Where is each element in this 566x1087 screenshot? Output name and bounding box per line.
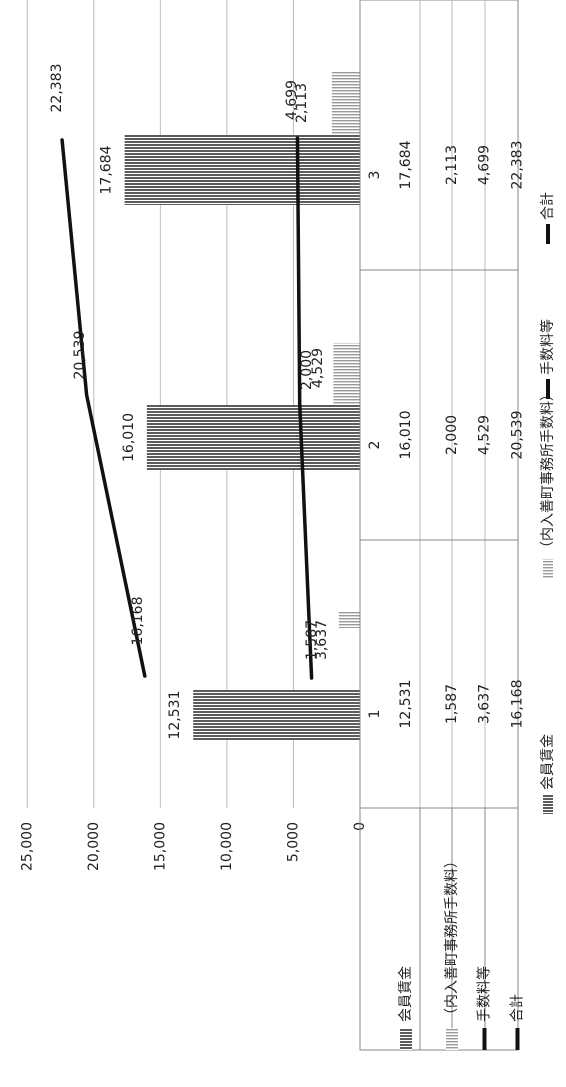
table-cell: 12,531 xyxy=(398,680,414,729)
bar-data-label: 17,684 xyxy=(99,145,115,194)
bar-nyuzen-tesuryo xyxy=(331,72,360,135)
row-header-swatch xyxy=(446,1028,458,1050)
table-cell: 17,684 xyxy=(398,140,414,189)
table-cell: 2,000 xyxy=(444,415,460,455)
line-data-label: 3,637 xyxy=(314,620,330,660)
data-table-row-header-frame xyxy=(359,807,519,1051)
category-label: 2 xyxy=(367,441,383,450)
table-cell: 4,699 xyxy=(477,145,493,185)
legend-label: 合計 xyxy=(540,192,556,220)
table-cell: 2,113 xyxy=(444,145,460,185)
category-label: 1 xyxy=(367,710,383,719)
line-data-label: 4,529 xyxy=(310,348,326,388)
line-data-label: 16,168 xyxy=(130,597,146,646)
category-label: 3 xyxy=(367,171,383,180)
legend-label: （内入善町事務所手数料） xyxy=(540,387,556,555)
line-data-label: 20,539 xyxy=(72,331,88,380)
table-cell: 16,010 xyxy=(398,411,414,460)
line-data-label: 2,000 xyxy=(299,350,315,390)
legend-label: 手数料等 xyxy=(539,319,556,375)
y-tick-label: 5,000 xyxy=(285,822,301,862)
row-header-swatch xyxy=(400,1028,412,1050)
table-row-header: 手数料等 xyxy=(476,966,493,1022)
legend-swatch xyxy=(543,794,553,814)
line-data-label: 2,113 xyxy=(294,83,310,123)
legend-label: 会員賃金 xyxy=(540,734,556,790)
table-cell: 4,529 xyxy=(477,415,493,455)
bar-kaiin-chingin xyxy=(193,690,360,740)
bar-nyuzen-tesuryo xyxy=(338,612,360,628)
table-row-header: 会員賃金 xyxy=(398,966,414,1022)
y-tick-label: 15,000 xyxy=(152,822,168,871)
bar-data-label: 12,531 xyxy=(167,691,183,740)
line-data-label: 22,383 xyxy=(49,64,65,113)
bar-nyuzen-tesuryo xyxy=(333,343,360,405)
bar-kaiin-chingin xyxy=(124,135,360,205)
bar-data-label: 16,010 xyxy=(121,413,137,462)
table-cell: 3,637 xyxy=(477,684,493,724)
data-table-frame xyxy=(359,0,519,809)
bar-kaiin-chingin xyxy=(146,405,360,470)
line-tesuryo-to xyxy=(295,136,314,680)
table-cell: 20,539 xyxy=(510,411,526,460)
line-data-label: 4,699 xyxy=(284,80,300,120)
table-row-header: 合計 xyxy=(510,994,526,1022)
legend-swatch xyxy=(543,559,553,579)
y-tick-label: 10,000 xyxy=(219,822,235,871)
table-cell: 1,587 xyxy=(444,684,460,724)
table-row-header: （内入善町事務所手数料） xyxy=(444,854,460,1022)
y-tick-label: 25,000 xyxy=(19,822,35,871)
line-gokei xyxy=(60,138,147,678)
table-cell: 16,168 xyxy=(510,680,526,729)
y-tick-label: 20,000 xyxy=(86,822,102,871)
line-data-label: 1,587 xyxy=(304,620,320,660)
table-cell: 22,383 xyxy=(510,141,526,190)
